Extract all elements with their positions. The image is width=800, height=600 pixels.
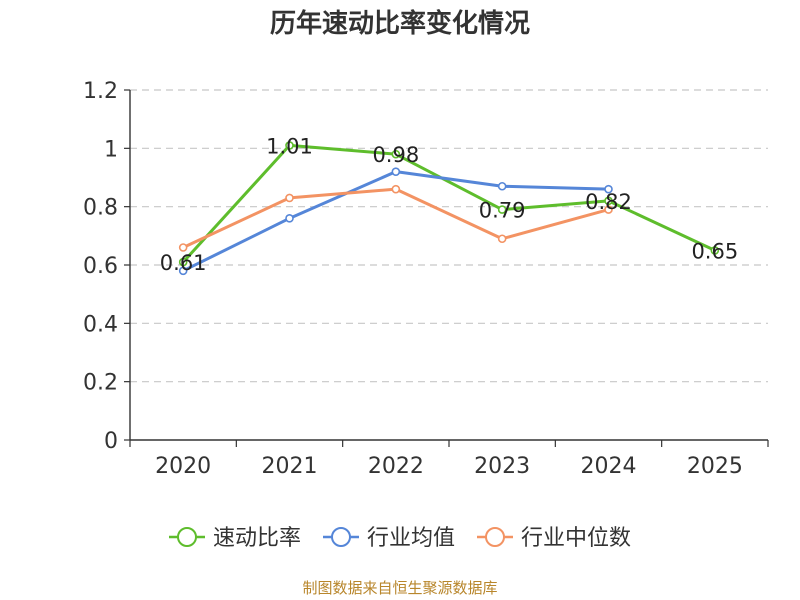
legend-marker-2 [485,527,505,547]
data-labels: 0.61 1.01 0.98 0.79 0.82 0.65 [160,134,738,275]
legend-label-2: 行业中位数 [521,526,631,551]
point-s0-2024 [604,196,613,206]
y-tick-label-4: 0.8 [83,196,118,221]
x-tick-label-2022: 2022 [368,454,424,479]
data-label-2023: 0.79 [479,199,526,223]
grid-lines [130,89,768,383]
legend-label-0: 速动比率 [213,526,301,551]
source-note: 制图数据来自恒生聚源数据库 [302,579,498,597]
data-label-2022: 0.98 [372,143,419,167]
legend: 速动比率 行业均值 行业中位数 [169,526,631,551]
y-tick-label-5: 1 [104,137,118,162]
point-s0-2020 [178,257,188,267]
chart-title: 历年速动比率变化情况 [269,9,530,39]
y-tick-label-0: 0 [104,429,118,454]
series-lines [178,141,720,276]
point-s1-2020 [178,266,188,276]
point-s0-2021 [285,141,294,150]
point-s2-2023 [497,234,507,244]
point-s2-2024 [604,205,613,214]
y-tick-label-2: 0.4 [83,312,118,337]
legend-label-1: 行业均值 [367,526,455,551]
x-tick-label-2025: 2025 [687,454,743,479]
legend-marker-1 [331,527,351,547]
y-tick-label-3: 0.6 [83,254,118,279]
legend-item-2[interactable]: 行业中位数 [477,526,631,551]
x-tick-label-2024: 2024 [581,454,637,479]
point-s2-2020 [178,243,188,252]
x-tick-label-2021: 2021 [262,454,318,479]
series-line-0 [182,143,716,264]
point-s1-2023 [497,181,507,191]
data-label-2024: 0.82 [585,190,632,214]
x-tick-label-2020: 2020 [155,454,211,479]
point-s2-2022 [391,184,401,194]
point-s1-2024 [604,184,613,194]
point-s0-2025 [710,246,720,255]
point-s1-2021 [285,214,294,223]
point-s2-2021 [285,193,294,203]
axes: 0 0.2 0.4 0.6 0.8 1 1.2 2020 2021 2022 2023 2024 202… [83,79,769,479]
point-s1-2022 [391,167,401,176]
legend-item-1[interactable]: 行业均值 [323,526,455,551]
data-label-2025: 0.65 [691,239,738,263]
point-s0-2022 [391,149,401,159]
point-s0-2023 [497,205,507,214]
data-label-2021: 1.01 [266,134,313,158]
legend-item-0[interactable]: 速动比率 [169,526,301,551]
data-label-2020: 0.61 [160,251,207,275]
y-tick-label-6: 1.2 [83,79,118,104]
legend-marker-0 [177,527,197,547]
y-tick-label-1: 0.2 [83,371,118,396]
x-tick-label-2023: 2023 [474,454,530,479]
